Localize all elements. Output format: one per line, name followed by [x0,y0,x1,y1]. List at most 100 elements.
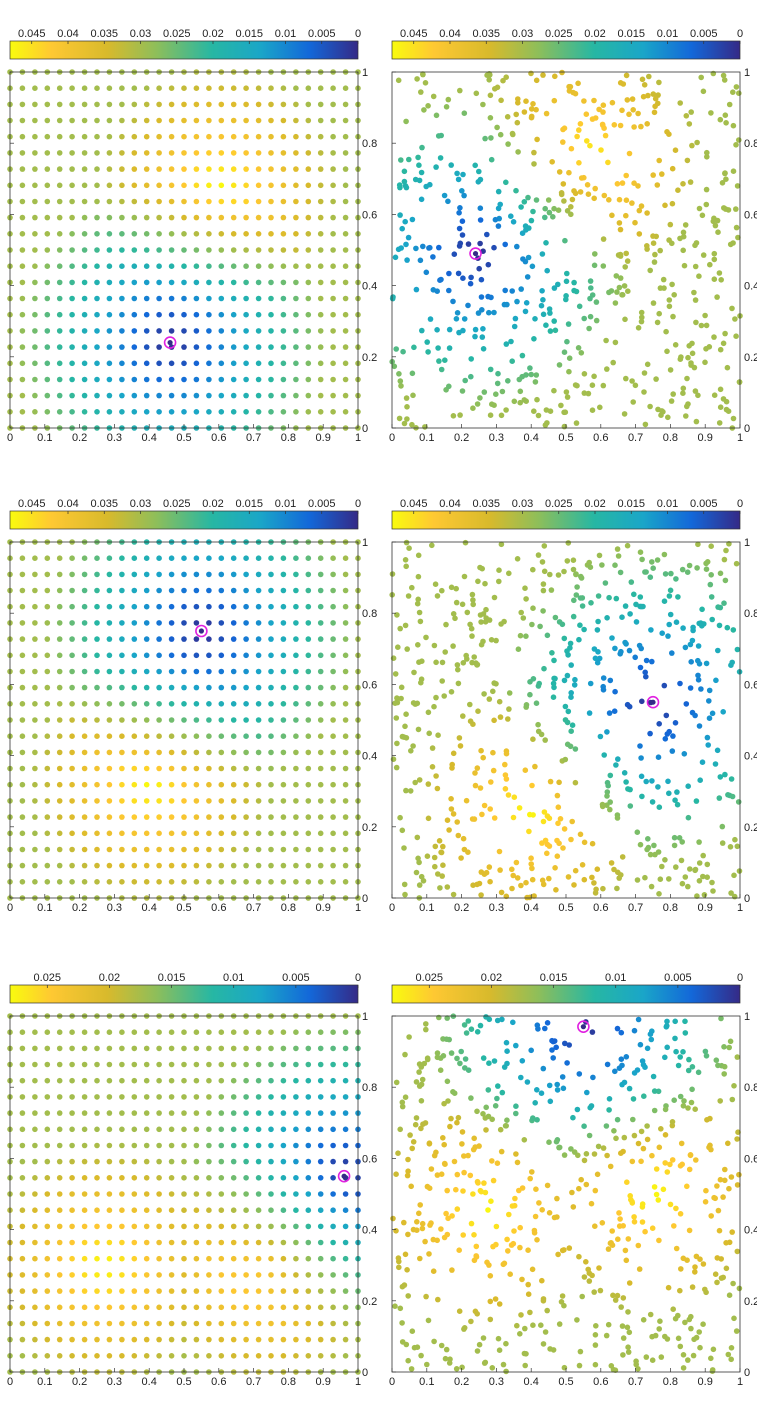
data-point [468,274,474,281]
data-point [330,1110,336,1116]
data-point [496,1301,503,1307]
data-point [181,652,187,659]
data-point [330,733,336,739]
data-point [230,1191,237,1197]
data-point [293,1061,299,1068]
data-point [143,862,150,869]
data-point [305,555,312,561]
data-point [206,409,212,415]
data-point [193,1126,200,1133]
data-point [557,816,564,822]
colorbar-tick-label: 0.015 [158,972,186,984]
data-point [206,1255,212,1262]
data-point [686,1316,693,1323]
data-point [32,328,38,334]
data-point [156,830,162,837]
data-point [44,1207,51,1213]
data-point [168,328,175,334]
data-point [490,688,496,695]
data-point [44,733,51,739]
data-point [692,1106,698,1112]
data-point [392,700,398,706]
data-point [193,1207,200,1213]
data-point [486,1060,492,1066]
data-point [230,1272,237,1278]
data-point [468,356,475,362]
data-point [454,1119,460,1126]
data-point [442,1355,449,1362]
data-point [206,798,212,804]
colorbar-tick-label: 0.005 [308,498,336,510]
data-point [639,1219,646,1225]
data-point [243,295,249,302]
data-point [218,166,225,172]
data-point [576,160,582,166]
data-point [696,205,703,212]
data-point [630,107,636,113]
data-point [156,1223,162,1230]
data-point [389,571,396,577]
data-point [680,1352,687,1358]
data-point [156,133,162,140]
y-tick-label: 0.2 [744,352,757,364]
data-point [399,225,406,232]
data-point [218,247,225,253]
data-point [395,1150,401,1156]
data-point [156,717,162,723]
data-point [317,1077,324,1084]
data-point [230,1142,237,1149]
data-point [415,573,422,580]
data-point [406,156,412,163]
data-point [44,749,51,756]
data-point [549,650,555,656]
data-point [703,560,709,567]
data-point [670,391,676,397]
data-point [156,701,162,707]
data-point [280,1110,287,1116]
data-point [119,1045,125,1052]
data-point [651,109,658,116]
data-point [119,781,125,788]
x-tick-label: 1 [355,902,361,914]
data-point [230,344,237,350]
data-point [611,1128,617,1134]
data-point [416,777,423,783]
data-point [604,729,610,735]
data-point [531,408,537,415]
data-point [243,814,249,820]
data-point [230,166,237,172]
data-point [561,1302,567,1309]
data-point [497,714,504,720]
data-point [317,198,324,205]
data-point [143,214,150,221]
data-point [268,781,274,788]
data-point [218,1223,225,1230]
data-point [106,133,113,140]
y-tick-label: 1 [744,537,750,549]
data-point [255,392,262,399]
data-point [230,1353,237,1359]
data-point [44,133,51,140]
data-point [32,701,38,707]
data-point [243,781,249,788]
x-tick-label: 0.1 [37,1376,52,1388]
data-point [402,1251,409,1258]
x-tick-label: 0.5 [176,902,191,914]
data-point [620,1295,627,1301]
data-point [206,1061,212,1068]
data-point [305,360,312,367]
data-point [679,566,686,573]
data-point [305,765,312,772]
data-point [424,339,431,345]
data-point [716,795,723,801]
data-point [401,1219,407,1226]
data-point [156,814,162,820]
data-point [630,1096,637,1102]
data-point [692,1269,698,1275]
data-point [255,117,262,124]
data-point [706,687,713,694]
data-point [517,632,524,639]
data-point [131,749,138,756]
data-point [168,620,175,626]
data-point [446,827,452,833]
